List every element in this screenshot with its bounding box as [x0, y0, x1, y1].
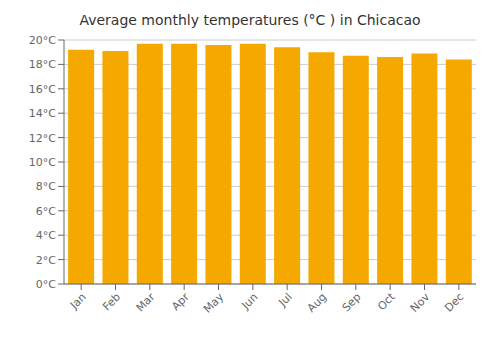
svg-text:Apr: Apr [169, 290, 192, 313]
svg-text:16°C: 16°C [29, 83, 56, 96]
svg-text:Oct: Oct [375, 290, 398, 313]
svg-text:6°C: 6°C [36, 205, 56, 218]
svg-text:Mar: Mar [134, 290, 158, 314]
svg-text:2°C: 2°C [36, 254, 56, 267]
html-text:Average monthly temperatures (: Average monthly temperatures (°C ) in Ch… [79, 12, 421, 28]
svg-text:Aug: Aug [305, 290, 329, 314]
svg-text:May: May [201, 290, 227, 316]
svg-text:Dec: Dec [442, 290, 466, 314]
svg-text:Nov: Nov [408, 290, 433, 315]
svg-text:Feb: Feb [100, 290, 123, 313]
svg-text:4°C: 4°C [36, 229, 56, 242]
svg-text:14°C: 14°C [29, 107, 56, 120]
svg-text:Sep: Sep [340, 290, 364, 314]
svg-text:18°C: 18°C [29, 58, 56, 71]
svg-text:Jan: Jan [67, 290, 89, 312]
svg-text:12°C: 12°C [29, 132, 56, 145]
svg-text:8°C: 8°C [36, 180, 56, 193]
svg-text:10°C: 10°C [29, 156, 56, 169]
svg-text:Jul: Jul [276, 290, 295, 309]
svg-text:0°C: 0°C [36, 278, 56, 291]
svg-text:Jun: Jun [238, 290, 260, 312]
svg-text:20°C: 20°C [29, 34, 56, 47]
